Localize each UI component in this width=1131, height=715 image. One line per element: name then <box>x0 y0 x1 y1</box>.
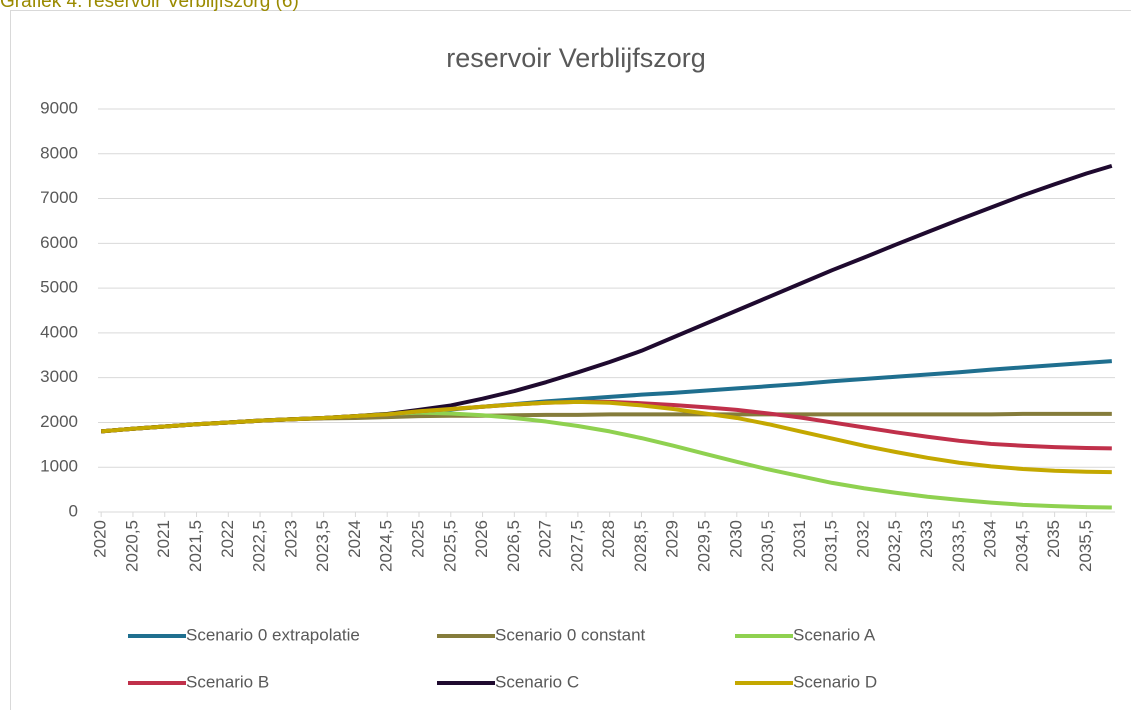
x-tick-label: 2021 <box>154 520 173 558</box>
x-tick-label: 2024 <box>345 520 364 558</box>
y-tick-label: 8000 <box>40 143 78 162</box>
y-tick-label: 4000 <box>40 322 78 341</box>
legend-label: Scenario 0 extrapolatie <box>186 625 360 644</box>
y-tick-label: 3000 <box>40 367 78 386</box>
y-tick-label: 1000 <box>40 457 78 476</box>
x-tick-label: 2034 <box>981 520 1000 558</box>
x-tick-label: 2035 <box>1044 520 1063 558</box>
caption: Grafiek 4: reservoir Verblijfszorg (6) <box>0 0 299 12</box>
legend-label: Scenario C <box>495 672 579 691</box>
x-tick-label: 2020 <box>91 520 110 558</box>
x-tick-label: 2034,5 <box>1012 520 1031 572</box>
y-tick-label: 5000 <box>40 278 78 297</box>
x-tick-label: 2032 <box>853 520 872 558</box>
legend-label: Scenario A <box>793 625 876 644</box>
x-tick-label: 2029 <box>663 520 682 558</box>
x-tick-label: 2026,5 <box>504 520 523 572</box>
legend-label: Scenario B <box>186 672 269 691</box>
y-tick-label: 9000 <box>40 98 78 117</box>
x-tick-label: 2033 <box>917 520 936 558</box>
x-tick-label: 2022 <box>218 520 237 558</box>
x-tick-label: 2029,5 <box>695 520 714 572</box>
x-tick-label: 2031,5 <box>822 520 841 572</box>
x-tick-label: 2023,5 <box>313 520 332 572</box>
x-tick-label: 2031 <box>790 520 809 558</box>
x-tick-label: 2033,5 <box>949 520 968 572</box>
x-tick-label: 2022,5 <box>250 520 269 572</box>
legend-label: Scenario 0 constant <box>495 625 646 644</box>
x-tick-label: 2025 <box>408 520 427 558</box>
y-tick-label: 7000 <box>40 188 78 207</box>
x-tick-label: 2028 <box>599 520 618 558</box>
x-tick-label: 2024,5 <box>377 520 396 572</box>
chart-frame <box>11 11 1131 711</box>
x-tick-label: 2020,5 <box>122 520 141 572</box>
x-tick-label: 2030 <box>726 520 745 558</box>
x-tick-label: 2025,5 <box>440 520 459 572</box>
x-tick-label: 2032,5 <box>885 520 904 572</box>
y-tick-label: 0 <box>69 501 78 520</box>
y-tick-label: 2000 <box>40 412 78 431</box>
x-tick-label: 2027,5 <box>567 520 586 572</box>
x-tick-label: 2028,5 <box>631 520 650 572</box>
x-tick-label: 2026 <box>472 520 491 558</box>
x-tick-label: 2035,5 <box>1076 520 1095 572</box>
x-tick-label: 2023 <box>281 520 300 558</box>
y-tick-label: 6000 <box>40 233 78 252</box>
legend-label: Scenario D <box>793 672 877 691</box>
x-tick-label: 2030,5 <box>758 520 777 572</box>
chart-title: reservoir Verblijfszorg <box>446 43 706 73</box>
x-tick-label: 2021,5 <box>186 520 205 572</box>
x-tick-label: 2027 <box>536 520 555 558</box>
